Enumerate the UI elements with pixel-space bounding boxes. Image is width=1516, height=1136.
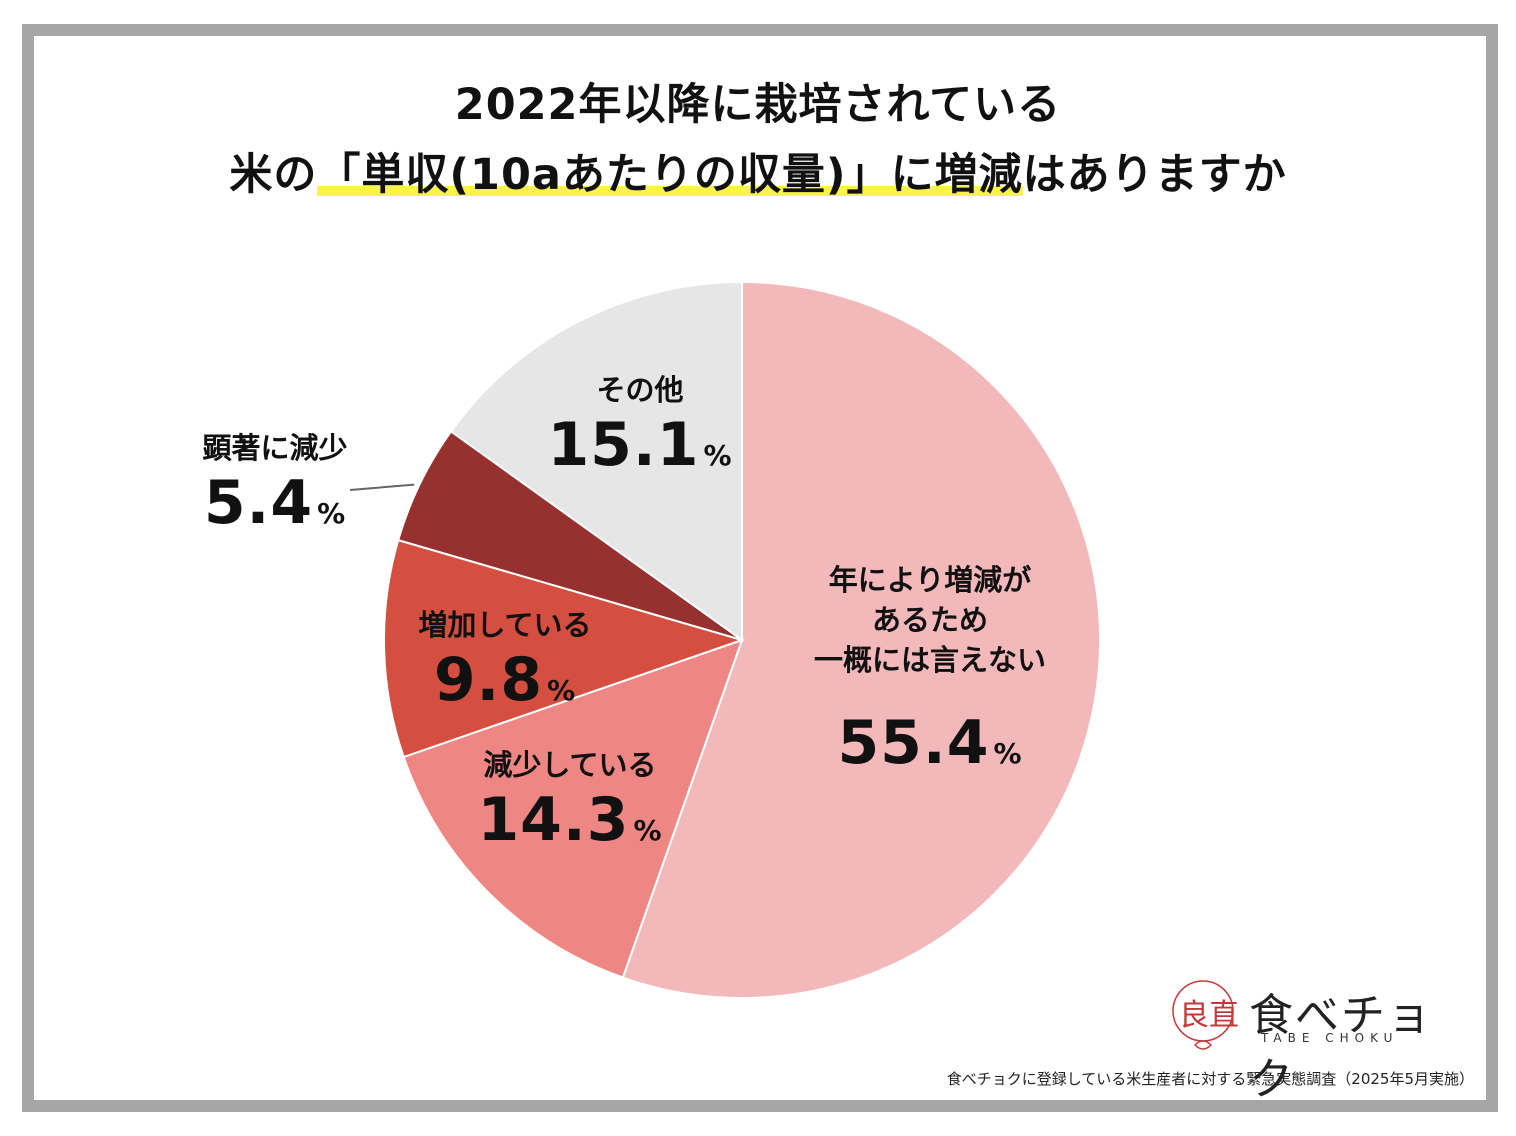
slice-value: 5.4%	[203, 468, 347, 538]
slice-name: 顕著に減少	[202, 431, 348, 465]
logo-mark-icon: 良直	[1172, 980, 1239, 1050]
logo-mark-text: 良直	[1179, 998, 1239, 1033]
slice-value: 14.3%	[477, 785, 663, 855]
chart-title-line1: 2022年以降に栽培されている	[454, 80, 1062, 130]
slice-label-varies: 年により増減が あるため 一概には言えない 55.4%	[760, 560, 1100, 789]
slice-value: 55.4%	[837, 708, 1023, 778]
slice-value: 9.8%	[433, 645, 577, 715]
slice-decrease	[402, 638, 744, 979]
slice-name: その他	[596, 373, 684, 407]
slice-value: 15.1%	[547, 410, 733, 480]
title-highlight: 「単収(10aあたりの収量)」に増減	[317, 150, 1023, 200]
slice-other	[449, 280, 743, 642]
title-prefix: 米の	[229, 150, 318, 200]
slice-name: 減少している	[483, 748, 657, 782]
brand-logo: 良直 食べチョク TABE CHOKU	[1165, 975, 1445, 1105]
title-suffix: はありますか	[1022, 150, 1287, 200]
chart-title-line2: 米の「単収(10aあたりの収量)」に増減はありますか	[0, 140, 1516, 202]
slice-name: 年により増減が	[828, 563, 1032, 597]
leader-line	[349, 483, 415, 491]
slice-label-significant-decrease: 顕著に減少 5.4%	[160, 428, 390, 549]
slice-name: あるため	[871, 603, 988, 637]
slice-name: 増加している	[418, 608, 592, 642]
slice-increase	[383, 538, 746, 759]
slice-name: 一概には言えない	[813, 643, 1046, 677]
logo-subtext: TABE CHOKU	[1261, 1031, 1399, 1045]
slice-label-increase: 増加している 9.8%	[380, 605, 630, 726]
logo-text: 食べチョク	[1249, 990, 1433, 1105]
slice-label-other: その他 15.1%	[530, 370, 750, 491]
source-note: 食べチョクに登録している米生産者に対する緊急実態調査（2025年5月実施）	[946, 1070, 1474, 1088]
slice-label-decrease: 減少している 14.3%	[420, 745, 720, 866]
